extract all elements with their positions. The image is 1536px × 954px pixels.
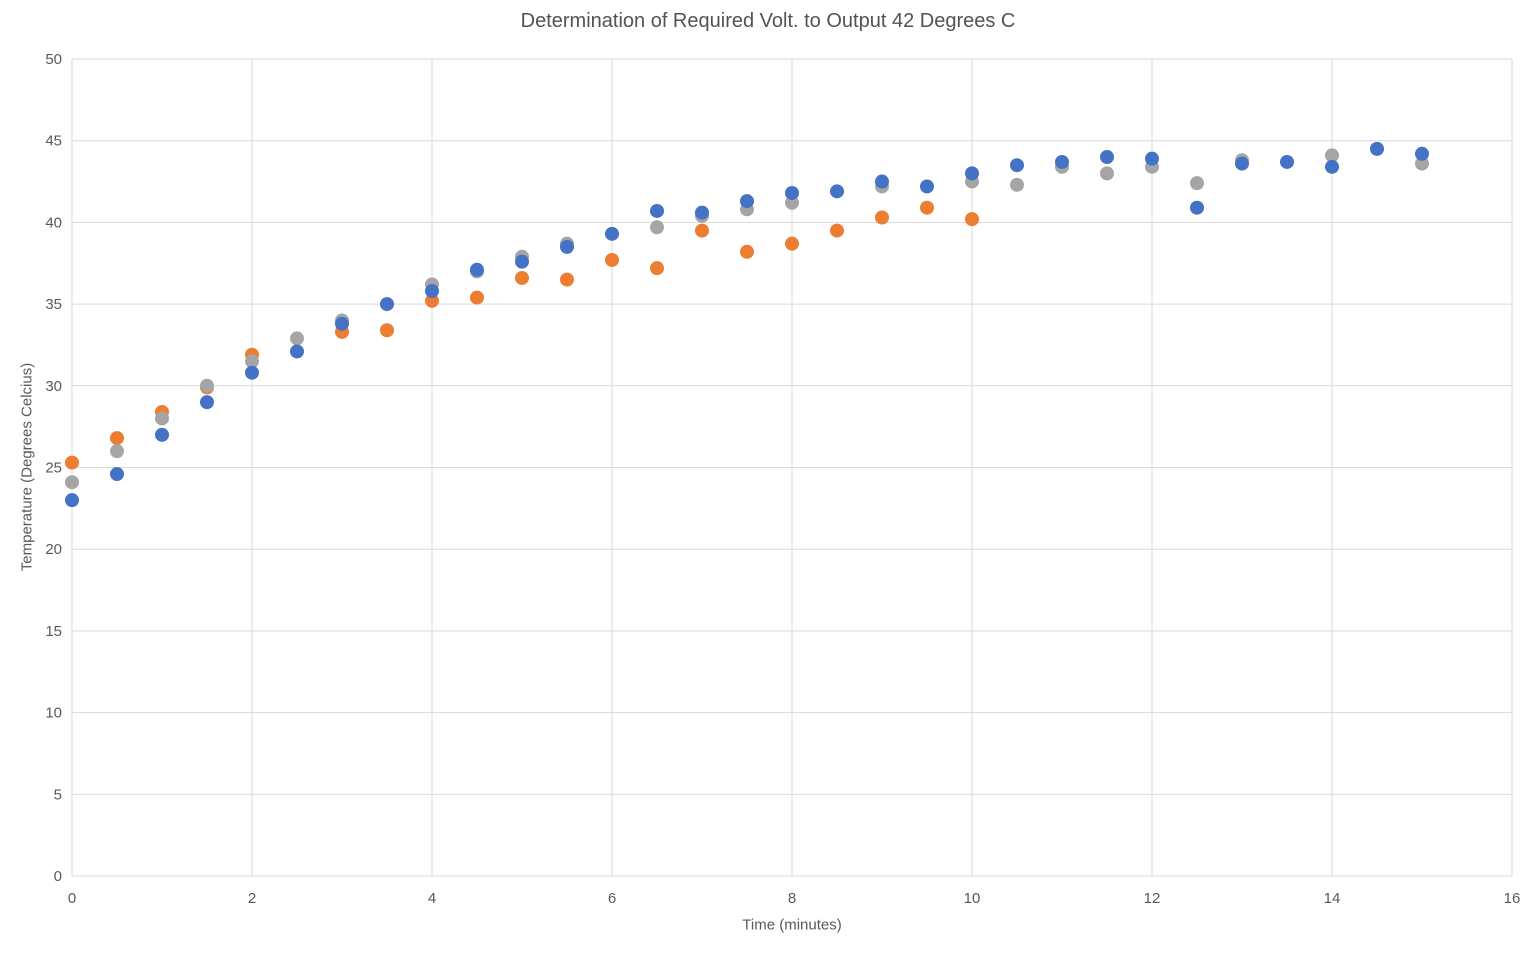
data-point-blue — [425, 284, 439, 299]
data-point-blue — [605, 226, 619, 241]
data-point-orange — [380, 323, 394, 338]
data-point-blue — [515, 254, 529, 269]
y-tick-label: 10 — [45, 705, 62, 722]
data-point-orange — [650, 261, 664, 276]
data-point-blue — [290, 344, 304, 359]
x-tick-label: 2 — [248, 890, 256, 907]
x-tick-label: 0 — [68, 890, 76, 907]
data-point-gray — [290, 331, 304, 346]
data-point-blue — [110, 467, 124, 482]
data-point-blue — [1100, 150, 1114, 165]
y-tick-label: 0 — [54, 868, 62, 885]
chart-title: Determination of Required Volt. to Outpu… — [520, 10, 1016, 32]
data-point-gray — [1100, 166, 1114, 181]
x-tick-label: 4 — [428, 890, 436, 907]
data-point-blue — [1010, 158, 1024, 173]
data-point-orange — [785, 236, 799, 251]
data-point-blue — [1055, 154, 1069, 169]
y-tick-label: 30 — [45, 378, 62, 395]
data-point-blue — [1145, 151, 1159, 166]
x-tick-label: 10 — [964, 890, 981, 907]
data-point-orange — [920, 200, 934, 215]
y-tick-label: 50 — [45, 51, 62, 68]
x-axis-title: Time (minutes) — [742, 916, 842, 934]
data-point-orange — [695, 223, 709, 238]
data-point-orange — [740, 244, 754, 259]
y-tick-label: 40 — [45, 214, 62, 231]
y-tick-label: 25 — [45, 460, 62, 477]
data-point-orange — [425, 293, 439, 308]
data-point-blue — [380, 297, 394, 312]
x-tick-label: 12 — [1144, 890, 1161, 907]
data-point-gray — [650, 220, 664, 235]
data-point-gray — [1190, 176, 1204, 191]
data-point-gray — [155, 411, 169, 426]
data-point-orange — [65, 455, 79, 470]
data-point-blue — [65, 493, 79, 508]
data-point-blue — [785, 185, 799, 200]
data-point-blue — [470, 262, 484, 277]
data-point-orange — [515, 270, 529, 285]
data-point-blue — [1235, 156, 1249, 171]
y-tick-label: 15 — [45, 623, 62, 640]
data-point-gray — [110, 444, 124, 459]
data-point-blue — [1190, 200, 1204, 215]
x-tick-label: 16 — [1504, 890, 1521, 907]
x-tick-label: 8 — [788, 890, 796, 907]
data-point-orange — [875, 210, 889, 225]
y-tick-label: 35 — [45, 296, 62, 313]
data-point-blue — [560, 239, 574, 254]
data-point-blue — [245, 365, 259, 380]
data-point-orange — [605, 252, 619, 267]
data-point-blue — [200, 395, 214, 410]
data-point-orange — [965, 212, 979, 227]
y-tick-label: 20 — [45, 541, 62, 558]
data-point-blue — [1415, 146, 1429, 161]
data-point-blue — [875, 174, 889, 189]
data-point-blue — [740, 194, 754, 209]
data-point-blue — [830, 184, 844, 199]
data-point-blue — [920, 179, 934, 194]
data-point-orange — [830, 223, 844, 238]
y-tick-label: 45 — [45, 133, 62, 150]
data-point-blue — [695, 205, 709, 220]
data-point-gray — [245, 354, 259, 369]
data-point-gray — [1325, 148, 1339, 163]
data-point-blue — [1280, 154, 1294, 169]
y-tick-label: 5 — [54, 786, 62, 803]
data-point-orange — [470, 290, 484, 305]
data-point-gray — [785, 195, 799, 210]
data-point-gray — [1415, 156, 1429, 171]
data-point-gray — [200, 378, 214, 393]
data-point-orange — [110, 431, 124, 446]
data-point-blue — [1325, 159, 1339, 174]
data-point-blue — [1370, 141, 1384, 156]
y-axis-title: Temperature (Degrees Celcius) — [18, 362, 36, 572]
data-point-gray — [1010, 177, 1024, 192]
x-tick-label: 6 — [608, 890, 616, 907]
data-point-blue — [965, 166, 979, 181]
data-point-blue — [335, 316, 349, 331]
data-point-blue — [650, 203, 664, 218]
data-point-blue — [155, 427, 169, 442]
data-point-orange — [560, 272, 574, 287]
data-point-gray — [65, 475, 79, 490]
x-tick-label: 14 — [1324, 890, 1341, 907]
